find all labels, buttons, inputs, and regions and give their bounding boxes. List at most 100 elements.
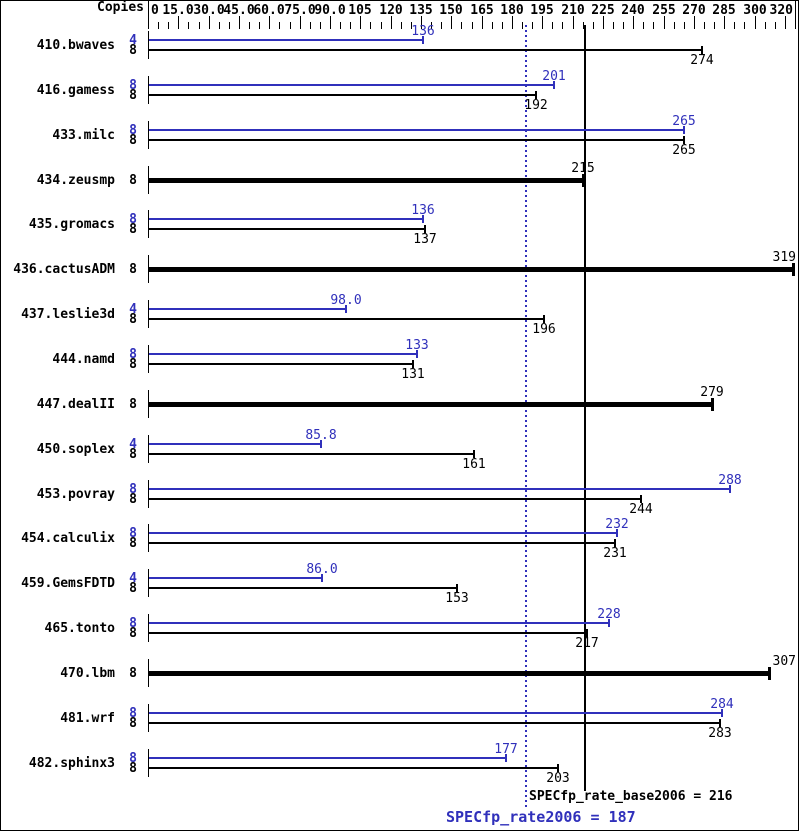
copies-value: 8 xyxy=(129,447,137,462)
bar-value-label: 153 xyxy=(445,591,469,606)
minor-tick xyxy=(562,22,563,29)
minor-tick xyxy=(613,22,614,29)
result-bar xyxy=(149,622,609,624)
minor-tick xyxy=(219,22,220,29)
bar-end-cap xyxy=(711,398,714,411)
benchmark-label: 459.GemsFDTD xyxy=(21,576,115,591)
minor-tick xyxy=(643,22,644,29)
bar-end-cap xyxy=(586,629,588,637)
group-axis-spine xyxy=(148,345,149,373)
major-tick xyxy=(178,16,179,29)
bar-value-label: 228 xyxy=(597,607,621,622)
minor-tick xyxy=(684,22,685,29)
minor-tick xyxy=(502,22,503,29)
copies-value: 8 xyxy=(129,482,137,497)
minor-tick xyxy=(431,22,432,29)
bar-value-label: 133 xyxy=(405,338,429,353)
result-bar xyxy=(149,402,712,407)
bar-value-label: 136 xyxy=(411,24,435,39)
bar-end-cap xyxy=(320,440,322,448)
copies-value: 8 xyxy=(129,123,137,138)
minor-tick xyxy=(461,22,462,29)
minor-tick xyxy=(401,22,402,29)
axis-tick-label: 150 xyxy=(439,3,463,18)
bar-value-label: 232 xyxy=(605,517,629,532)
copies-value: 4 xyxy=(129,33,137,48)
axis-tick-label: 75.0 xyxy=(284,3,316,18)
bar-value-label: 279 xyxy=(700,385,724,400)
minor-tick xyxy=(704,22,705,29)
copies-value: 8 xyxy=(129,88,137,103)
axis-end-line xyxy=(795,1,796,29)
major-tick xyxy=(209,16,210,29)
major-tick xyxy=(300,16,301,29)
axis-tick-label: 165 xyxy=(470,3,494,18)
copies-value: 4 xyxy=(129,302,137,317)
bar-end-cap xyxy=(614,539,616,547)
minor-tick xyxy=(310,22,311,29)
major-tick xyxy=(785,16,786,29)
peak-reference-line xyxy=(525,25,527,808)
result-bar xyxy=(149,577,322,579)
bar-value-label: 274 xyxy=(690,53,714,68)
bar-end-cap xyxy=(557,764,559,772)
result-bar xyxy=(149,228,425,230)
benchmark-label: 437.leslie3d xyxy=(21,307,115,322)
benchmark-label: 410.bwaves xyxy=(36,38,115,53)
minor-tick xyxy=(411,22,412,29)
copies-value: 8 xyxy=(129,212,137,227)
major-tick xyxy=(664,16,665,29)
major-tick xyxy=(694,16,695,29)
result-bar xyxy=(149,488,730,490)
result-bar xyxy=(149,308,346,310)
bar-end-cap xyxy=(701,46,703,54)
copies-value: 8 xyxy=(129,616,137,631)
group-axis-spine xyxy=(148,300,149,328)
copies-value: 8 xyxy=(129,761,137,776)
group-axis-spine xyxy=(148,210,149,238)
bar-value-label: 283 xyxy=(708,726,732,741)
copies-value: 8 xyxy=(129,666,137,681)
copies-value: 8 xyxy=(129,581,137,596)
bar-value-label: 319 xyxy=(772,250,796,265)
benchmark-label: 436.cactusADM xyxy=(13,262,115,277)
minor-tick xyxy=(340,22,341,29)
minor-tick xyxy=(158,22,159,29)
bar-value-label: 201 xyxy=(542,69,566,84)
copies-value: 8 xyxy=(129,626,137,641)
bar-end-cap xyxy=(412,360,414,368)
copies-value: 4 xyxy=(129,437,137,452)
minor-tick xyxy=(522,22,523,29)
group-axis-spine xyxy=(148,749,149,777)
bar-end-cap xyxy=(683,126,685,134)
major-tick xyxy=(360,16,361,29)
axis-tick-label: 105 xyxy=(348,3,372,18)
minor-tick xyxy=(492,22,493,29)
benchmark-label: 416.gamess xyxy=(36,83,115,98)
major-tick xyxy=(421,16,422,29)
axis-tick-label: 30.0 xyxy=(193,3,225,18)
axis-tick-label: 0 xyxy=(151,3,159,18)
major-tick xyxy=(391,16,392,29)
result-bar xyxy=(149,39,423,41)
benchmark-label: 433.milc xyxy=(52,128,115,143)
major-tick xyxy=(542,16,543,29)
result-bar xyxy=(149,532,617,534)
major-tick xyxy=(755,16,756,29)
result-bar xyxy=(149,757,506,759)
group-axis-spine xyxy=(148,569,149,597)
copies-value: 8 xyxy=(129,751,137,766)
bar-value-label: 231 xyxy=(603,546,627,561)
major-tick xyxy=(269,16,270,29)
major-tick xyxy=(633,16,634,29)
result-bar xyxy=(149,712,722,714)
axis-tick-label: 240 xyxy=(621,3,645,18)
minor-tick xyxy=(552,22,553,29)
minor-tick xyxy=(734,22,735,29)
bar-value-label: 244 xyxy=(629,502,653,517)
bar-end-cap xyxy=(729,485,731,493)
axis-origin-line xyxy=(148,1,149,29)
result-bar xyxy=(149,632,587,634)
result-bar xyxy=(149,443,321,445)
axis-tick-label: 210 xyxy=(561,3,585,18)
